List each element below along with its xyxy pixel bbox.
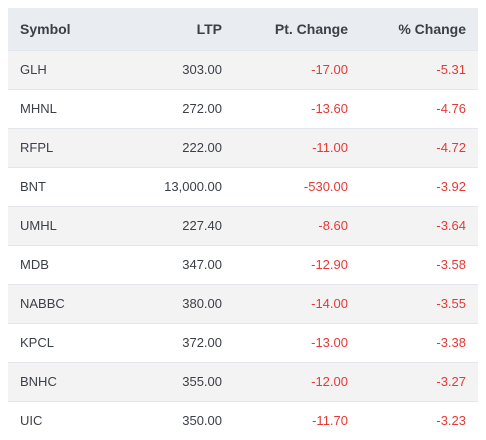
cell-ltp: 355.00 [182, 374, 222, 389]
cell-pt-change: -11.70 [312, 413, 348, 429]
cell-pt-change: -12.90 [311, 257, 348, 272]
cell-ltp: 272.00 [182, 101, 222, 116]
table-row[interactable]: UIC 350.00 -11.70 -3.23 [8, 401, 478, 440]
cell-symbol[interactable]: BNHC [20, 374, 57, 389]
cell-symbol[interactable]: UIC [20, 413, 43, 429]
cell-symbol[interactable]: GLH [20, 62, 47, 77]
cell-symbol[interactable]: MDB [20, 257, 49, 272]
cell-symbol[interactable]: MHNL [20, 101, 57, 116]
cell-pct-change: -3.64 [436, 218, 466, 233]
header-symbol[interactable]: Symbol [20, 20, 71, 37]
table-row[interactable]: RFPL 222.00 -11.00 -4.72 [8, 128, 478, 167]
table-body: GLH 303.00 -17.00 -5.31 MHNL 272.00 -13.… [8, 50, 478, 440]
cell-ltp: 380.00 [182, 296, 222, 311]
header-ltp[interactable]: LTP [196, 20, 222, 37]
cell-pct-change: -3.55 [436, 296, 466, 311]
cell-pct-change: -5.31 [436, 62, 466, 77]
cell-ltp: 372.00 [182, 335, 222, 350]
cell-ltp: 13,000.00 [164, 179, 222, 194]
cell-pct-change: -3.58 [436, 257, 466, 272]
cell-pt-change: -12.00 [311, 374, 348, 389]
cell-ltp: 347.00 [182, 257, 222, 272]
cell-pct-change: -3.38 [436, 335, 466, 350]
table-row[interactable]: BNHC 355.00 -12.00 -3.27 [8, 362, 478, 401]
header-pt-change[interactable]: Pt. Change [274, 20, 348, 37]
cell-pct-change: -3.23 [436, 413, 466, 429]
cell-pct-change: -4.76 [436, 101, 466, 116]
cell-symbol[interactable]: RFPL [20, 140, 54, 155]
table-row[interactable]: MHNL 272.00 -13.60 -4.76 [8, 89, 478, 128]
table-row[interactable]: UMHL 227.40 -8.60 -3.64 [8, 206, 478, 245]
cell-symbol[interactable]: KPCL [20, 335, 54, 350]
cell-pt-change: -14.00 [311, 296, 348, 311]
cell-symbol[interactable]: NABBC [20, 296, 65, 311]
cell-pt-change: -8.60 [318, 218, 348, 233]
cell-symbol[interactable]: BNT [20, 179, 46, 194]
cell-pt-change: -11.00 [312, 140, 348, 155]
cell-ltp: 350.00 [182, 413, 222, 429]
top-losers-table: Symbol LTP Pt. Change % Change GLH 303.0… [8, 8, 478, 440]
header-row: Symbol LTP Pt. Change % Change [8, 8, 478, 50]
cell-ltp: 227.40 [182, 218, 222, 233]
cell-pt-change: -13.00 [311, 335, 348, 350]
cell-pt-change: -530.00 [303, 179, 348, 194]
table-row[interactable]: GLH 303.00 -17.00 -5.31 [8, 50, 478, 89]
cell-ltp: 222.00 [182, 140, 222, 155]
table-header: Symbol LTP Pt. Change % Change [8, 8, 478, 50]
cell-pct-change: -3.92 [436, 179, 466, 194]
table-row[interactable]: MDB 347.00 -12.90 -3.58 [8, 245, 478, 284]
cell-pct-change: -4.72 [436, 140, 466, 155]
cell-symbol[interactable]: UMHL [20, 218, 57, 233]
header-pct-change[interactable]: % Change [398, 20, 466, 37]
table-row[interactable]: NABBC 380.00 -14.00 -3.55 [8, 284, 478, 323]
table-row[interactable]: KPCL 372.00 -13.00 -3.38 [8, 323, 478, 362]
top-losers-table-container: Symbol LTP Pt. Change % Change GLH 303.0… [8, 8, 478, 440]
cell-ltp: 303.00 [182, 62, 222, 77]
cell-pct-change: -3.27 [436, 374, 466, 389]
cell-pt-change: -13.60 [311, 101, 348, 116]
cell-pt-change: -17.00 [311, 62, 348, 77]
table-row[interactable]: BNT 13,000.00 -530.00 -3.92 [8, 167, 478, 206]
